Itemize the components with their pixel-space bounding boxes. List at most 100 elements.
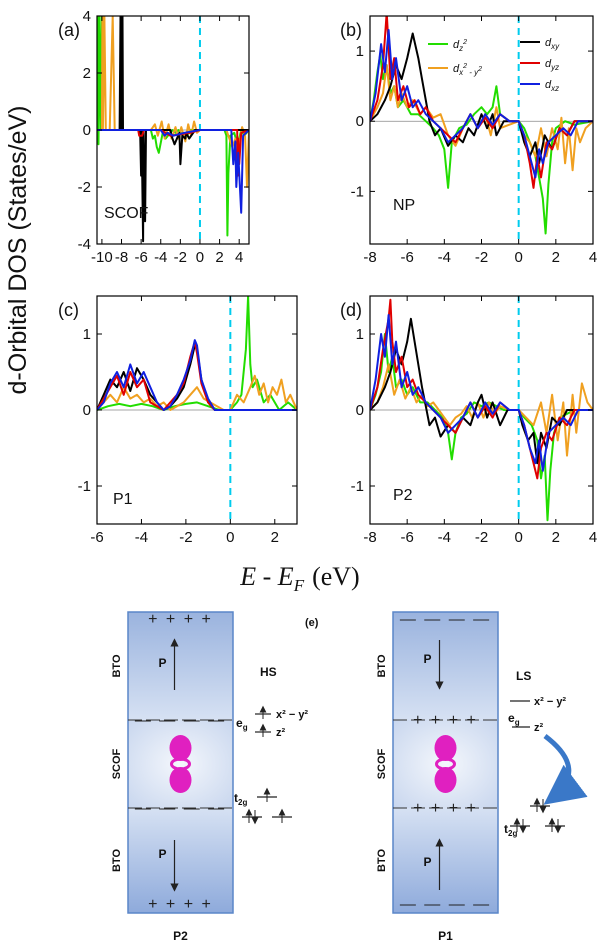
legend-label-dxz: dxz bbox=[545, 79, 559, 93]
layer-label: BTO bbox=[376, 654, 388, 677]
t2g-sub: 2g bbox=[238, 798, 247, 807]
panel-label: (c) bbox=[58, 300, 79, 320]
t2g-base: t bbox=[234, 791, 238, 805]
scof-region bbox=[128, 720, 233, 808]
spin-state-label: LS bbox=[516, 669, 531, 683]
charge-label: — — — — bbox=[135, 800, 226, 817]
chart-panel-2: -6 -4 -2 0 2 -1 0 1(c) P1 bbox=[58, 295, 298, 546]
charge-label: + + + + bbox=[413, 712, 478, 729]
x-tick-label: -8 bbox=[115, 249, 128, 266]
x-tick-label: 0 bbox=[514, 529, 522, 546]
x-tick-label: 2 bbox=[271, 529, 279, 546]
x-tick-label: -6 bbox=[400, 249, 413, 266]
x-tick-label: -6 bbox=[90, 529, 103, 546]
y-tick-label: 0 bbox=[356, 113, 364, 130]
scof-region bbox=[393, 720, 498, 808]
series-line-dyz bbox=[97, 340, 297, 411]
x-tick-label: -2 bbox=[475, 529, 488, 546]
orbital-lobe-bottom bbox=[169, 767, 192, 793]
y-tick-label: 2 bbox=[83, 65, 91, 82]
t2g-sub: 2g bbox=[508, 829, 517, 838]
x-tick-label: -2 bbox=[179, 529, 192, 546]
orbital-ring bbox=[435, 757, 456, 771]
series-line-dxy bbox=[97, 16, 249, 243]
eg-base: e bbox=[508, 711, 515, 725]
bto-top-region bbox=[128, 612, 233, 720]
x-tick-label: -6 bbox=[400, 529, 413, 546]
charge-label: + + + + bbox=[413, 800, 478, 817]
layer-label: SCOF bbox=[111, 748, 123, 779]
x-tick-label: -10 bbox=[91, 249, 113, 266]
stack-left: + + + + — — — — — — — — + + + + BTO SCOF BTO P P… bbox=[111, 611, 234, 943]
legend-base: d bbox=[545, 79, 552, 91]
t2g-label: t2g bbox=[504, 822, 517, 838]
legend-sub: yz bbox=[550, 63, 559, 72]
t2g-base: t bbox=[504, 822, 508, 836]
legend-sub: xy bbox=[550, 42, 560, 51]
y-tick-label: -1 bbox=[351, 478, 364, 495]
legend-sub: xz bbox=[550, 84, 559, 93]
series-line-dxz bbox=[370, 314, 593, 472]
legend-label-dxy: dxy bbox=[545, 37, 560, 51]
chart-panel-1: -8 -6 -4 -2 0 2 4 -1 0 1 (b) NP bbox=[340, 15, 597, 266]
orbital-lobe-bottom bbox=[434, 767, 457, 793]
legend-label-dz2: dz2 bbox=[453, 39, 467, 53]
x-axis-label: E - EF (eV) bbox=[239, 562, 359, 595]
x-tick-label: 4 bbox=[589, 529, 597, 546]
legend-sub2: - y bbox=[467, 68, 479, 77]
x-tick-label: 2 bbox=[552, 249, 560, 266]
panel-label: (a) bbox=[58, 20, 80, 40]
stack-border bbox=[127, 611, 234, 914]
series-line-dxz bbox=[97, 339, 297, 411]
level-x2y2-label: x² − y² bbox=[534, 696, 566, 708]
layer-label: BTO bbox=[111, 654, 123, 677]
legend-base: d bbox=[545, 37, 552, 49]
legend-base: d bbox=[453, 63, 460, 75]
level-z2-label: z² bbox=[534, 722, 544, 734]
stack-name: P1 bbox=[438, 929, 453, 943]
panel-name: SCOF bbox=[104, 205, 149, 222]
y-tick-label: 1 bbox=[83, 326, 91, 343]
level-z2-label: z² bbox=[276, 727, 286, 739]
x-tick-label: 4 bbox=[589, 249, 597, 266]
series-line-dxy bbox=[370, 317, 593, 465]
legend-label-dyz: dyz bbox=[545, 58, 559, 72]
legend-sup: 2 bbox=[462, 63, 467, 70]
x-tick-label: 0 bbox=[514, 249, 522, 266]
x-tick-label: -6 bbox=[134, 249, 147, 266]
y-tick-label: -1 bbox=[351, 183, 364, 200]
series-group bbox=[97, 16, 249, 243]
spin-state-label: HS bbox=[260, 665, 277, 679]
series-line-dxz bbox=[97, 129, 249, 214]
y-tick-label: 0 bbox=[83, 122, 91, 139]
bto-top-region bbox=[393, 612, 498, 720]
orbital-lobe-top bbox=[434, 735, 457, 761]
charge-label: + + + + bbox=[148, 611, 213, 628]
levels-left: HS eg x² − y² z² t2g bbox=[234, 665, 308, 825]
x-tick-label: -8 bbox=[363, 529, 376, 546]
stack-name: P2 bbox=[173, 929, 188, 943]
schematic-panel-label: (e) bbox=[305, 617, 319, 629]
stack-border bbox=[392, 611, 499, 914]
eg-base: e bbox=[236, 716, 243, 730]
x-tick-label: 0 bbox=[196, 249, 204, 266]
eg-label: eg bbox=[508, 711, 520, 727]
x-tick-label: -2 bbox=[475, 249, 488, 266]
stack-right: — — — — + + + + + + + + — — — — BTO SCOF BTO P P… bbox=[376, 611, 499, 943]
x-tick-label: -4 bbox=[438, 529, 451, 546]
levels-right: LS eg x² − y² z² t2g bbox=[504, 669, 588, 838]
legend-sub: x bbox=[458, 68, 464, 77]
orbital-lobe-top bbox=[169, 735, 192, 761]
panel-label: (d) bbox=[340, 300, 362, 320]
series-group bbox=[370, 298, 593, 522]
eg-sub: g bbox=[515, 718, 520, 727]
p-label: P bbox=[159, 847, 167, 861]
panel-label: (b) bbox=[340, 20, 362, 40]
y-tick-label: -1 bbox=[78, 478, 91, 495]
layer-label: SCOF bbox=[376, 748, 388, 779]
legend-sup2: 2 bbox=[477, 66, 482, 73]
bto-bottom-region bbox=[393, 808, 498, 913]
panel-name: P1 bbox=[113, 491, 133, 508]
